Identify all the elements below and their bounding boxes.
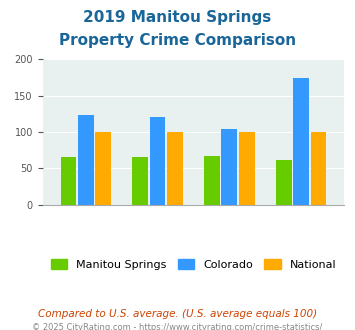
Bar: [204, 156, 220, 205]
Text: Property Crime Comparison: Property Crime Comparison: [59, 33, 296, 48]
Bar: [78, 115, 94, 205]
Bar: [239, 132, 255, 205]
Bar: [167, 132, 183, 205]
Bar: [132, 157, 148, 205]
Bar: [276, 160, 292, 205]
Bar: [150, 117, 165, 205]
Text: Compared to U.S. average. (U.S. average equals 100): Compared to U.S. average. (U.S. average …: [38, 309, 317, 318]
Bar: [95, 132, 111, 205]
Bar: [222, 129, 237, 205]
Bar: [61, 157, 76, 205]
Text: 2019 Manitou Springs: 2019 Manitou Springs: [83, 10, 272, 25]
Bar: [293, 78, 309, 205]
Text: © 2025 CityRating.com - https://www.cityrating.com/crime-statistics/: © 2025 CityRating.com - https://www.city…: [32, 323, 323, 330]
Legend: Manitou Springs, Colorado, National: Manitou Springs, Colorado, National: [46, 255, 341, 275]
Bar: [311, 132, 326, 205]
